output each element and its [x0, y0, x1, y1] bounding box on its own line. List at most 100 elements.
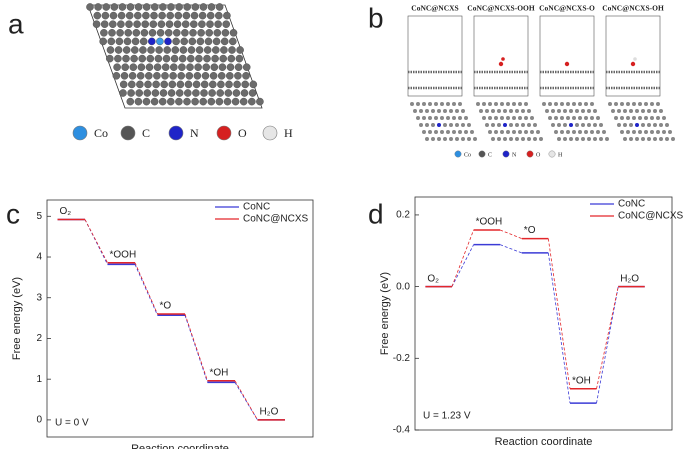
atom: [419, 109, 423, 113]
atom: [224, 89, 233, 97]
atom: [578, 102, 582, 106]
atom: [659, 123, 663, 127]
atom: [479, 109, 483, 113]
cell-box: [605, 15, 661, 97]
atom: [572, 102, 576, 106]
atom: [159, 3, 167, 11]
atom: [156, 37, 164, 46]
atom: [177, 72, 185, 80]
atom: [185, 72, 194, 80]
atom: [425, 109, 429, 113]
atom: [120, 72, 129, 80]
atom: [653, 137, 657, 141]
atom: [632, 116, 636, 120]
atom: [194, 63, 202, 71]
plot-frame: [414, 196, 673, 431]
panel-label: d: [368, 198, 384, 229]
atom: [114, 46, 123, 54]
atom: [491, 123, 495, 127]
atom: [256, 97, 264, 106]
atom: [551, 123, 555, 127]
atom: [491, 109, 495, 113]
atom: [198, 11, 207, 20]
atom: [566, 116, 570, 120]
atom: [428, 130, 432, 134]
atom: [133, 20, 141, 29]
legend-label: CoNC: [243, 202, 270, 213]
annotation: U = 1.23 V: [423, 411, 471, 422]
atom: [557, 123, 561, 127]
atom: [650, 116, 654, 120]
atom: [234, 63, 243, 71]
atom: [182, 11, 191, 20]
atom: [209, 72, 218, 80]
atom: [431, 123, 435, 127]
atom: [203, 46, 212, 54]
atom: [437, 137, 441, 141]
atom: [581, 123, 585, 127]
legend-label: N: [190, 126, 199, 140]
legend-label: O: [238, 126, 247, 140]
connector: [547, 252, 571, 404]
atom: [581, 109, 585, 113]
adsorbate: [633, 57, 637, 61]
atom: [181, 20, 190, 29]
atom: [476, 102, 480, 106]
atom: [170, 54, 179, 63]
atom: [521, 123, 525, 127]
atom: [186, 63, 194, 71]
atom: [446, 102, 450, 106]
atom: [440, 130, 444, 134]
atom: [464, 130, 468, 134]
atom: [152, 80, 160, 89]
atom: [665, 137, 669, 141]
atom: [147, 37, 156, 46]
atom: [515, 137, 519, 141]
y-axis-label: Free energy (eV): [11, 277, 23, 360]
step-label: *OH: [210, 367, 229, 378]
atom: [548, 116, 552, 120]
atom: [175, 3, 183, 11]
atom: [118, 3, 127, 11]
atom: [557, 137, 561, 141]
atom: [458, 102, 462, 106]
atom: [188, 37, 197, 46]
atom: [150, 11, 158, 20]
atom: [242, 63, 251, 71]
atom: [533, 137, 537, 141]
atom: [234, 72, 242, 80]
connector: [499, 244, 522, 254]
atom: [202, 63, 210, 71]
atom: [144, 72, 153, 80]
atom: [208, 89, 216, 97]
atom: [428, 102, 432, 106]
atom: [226, 63, 235, 71]
atom: [551, 109, 555, 113]
atom: [132, 28, 141, 37]
atom: [545, 109, 549, 113]
legend-label: C: [142, 126, 150, 140]
atom: [155, 46, 163, 54]
atom: [623, 109, 627, 113]
atom: [434, 102, 438, 106]
atom: [536, 130, 540, 134]
atom: [632, 130, 636, 134]
y-tick-label: 1: [36, 374, 42, 385]
atom: [614, 116, 618, 120]
connector: [234, 380, 258, 421]
atom: [193, 72, 202, 80]
atom: [569, 137, 573, 141]
atom: [506, 102, 510, 106]
atom: [524, 102, 528, 106]
legend-label: O: [536, 152, 541, 158]
atom: [119, 80, 128, 89]
atom: [240, 89, 249, 97]
atom: [200, 89, 208, 97]
atom: [650, 130, 654, 134]
atom: [626, 130, 630, 134]
atom: [443, 123, 447, 127]
atom: [100, 20, 109, 29]
atom: [500, 116, 504, 120]
atom: [533, 123, 537, 127]
legend-label: N: [512, 152, 517, 158]
